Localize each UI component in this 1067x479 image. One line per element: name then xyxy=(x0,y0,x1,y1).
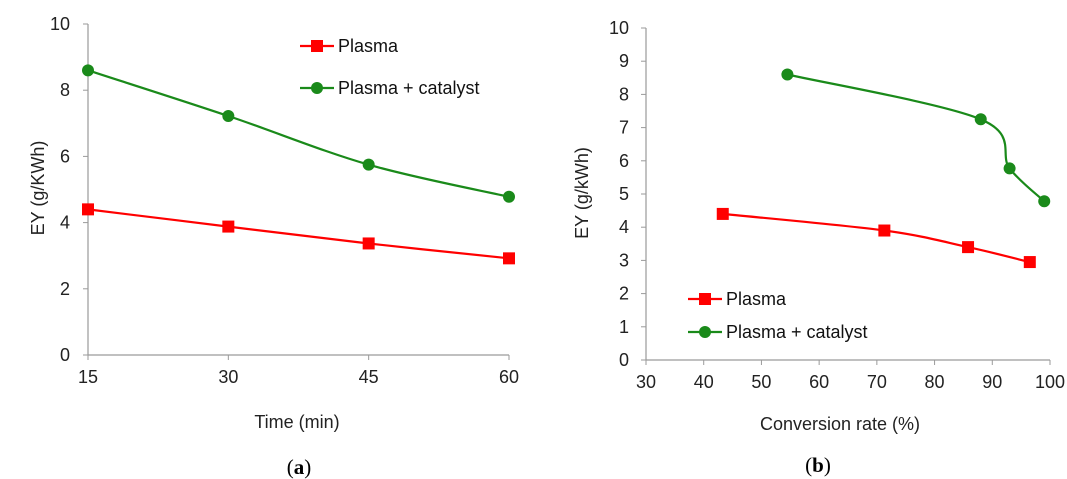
x-tick-label: 45 xyxy=(359,367,379,387)
data-point xyxy=(362,158,375,171)
y-tick-label: 7 xyxy=(619,118,629,138)
y-axis-label: EY (g/kWh) xyxy=(572,147,592,239)
legend: Plasma Plasma + catalyst xyxy=(688,289,868,342)
y-tick-label: 2 xyxy=(60,279,70,299)
y-tick-label: 9 xyxy=(619,51,629,71)
data-point xyxy=(222,220,235,233)
y-tick-label: 10 xyxy=(50,14,70,34)
series-group xyxy=(716,68,1051,269)
y-axis-label: EY (g/KWh) xyxy=(28,141,48,236)
data-point xyxy=(1038,195,1051,208)
series-line xyxy=(87,208,510,260)
x-tick-label: 60 xyxy=(809,372,829,392)
y-tick-label: 5 xyxy=(619,184,629,204)
y-tick-label: 4 xyxy=(60,213,70,233)
legend-item: Plasma xyxy=(300,36,399,56)
panel-caption-a: (a) xyxy=(287,455,312,479)
data-point xyxy=(222,110,235,123)
x-tick-label: 15 xyxy=(78,367,98,387)
legend-label: Plasma xyxy=(726,289,787,309)
legend: Plasma Plasma + catalyst xyxy=(300,36,480,98)
y-tick-labels: 0 2 4 6 8 10 xyxy=(50,14,70,365)
data-point xyxy=(1003,162,1016,175)
series-line xyxy=(87,69,510,198)
x-tick-label: 60 xyxy=(499,367,519,387)
x-tick-labels: 15 30 45 60 xyxy=(78,367,519,387)
caption-open: ( xyxy=(287,455,294,479)
x-tick-labels: 30 40 50 60 70 80 90 100 xyxy=(636,372,1065,392)
series-plasma xyxy=(716,207,1036,269)
legend-item: Plasma + catalyst xyxy=(688,322,868,342)
data-point xyxy=(82,203,94,216)
series-plasma-catalyst xyxy=(82,64,515,203)
y-tick-label: 0 xyxy=(619,350,629,370)
caption-close: ) xyxy=(824,453,831,477)
x-tick-label: 90 xyxy=(982,372,1002,392)
data-point xyxy=(362,237,375,250)
data-point xyxy=(503,190,515,203)
x-axis-label: Time (min) xyxy=(254,412,339,432)
x-tick-label: 40 xyxy=(694,372,714,392)
y-tick-label: 8 xyxy=(60,80,70,100)
y-tick-label: 1 xyxy=(619,317,629,337)
x-tick-label: 100 xyxy=(1035,372,1065,392)
data-point xyxy=(716,207,729,220)
series-group xyxy=(82,64,515,265)
y-tick-label: 10 xyxy=(609,18,629,38)
y-tick-label: 4 xyxy=(619,217,629,237)
x-tick-label: 30 xyxy=(218,367,238,387)
chart-panel-b: 0 1 2 3 4 5 6 7 8 9 10 30 40 50 60 70 80 90 100 Conversio… xyxy=(572,18,1065,477)
panel-caption-b: (b) xyxy=(805,453,831,477)
x-tick-label: 50 xyxy=(751,372,771,392)
data-point xyxy=(878,224,891,237)
x-axis-label: Conversion rate (%) xyxy=(760,414,920,434)
y-tick-label: 0 xyxy=(60,345,70,365)
x-tick-label: 30 xyxy=(636,372,656,392)
series-line xyxy=(722,212,1031,264)
series-line xyxy=(787,73,1045,203)
axes xyxy=(641,27,1051,365)
x-tick-label: 70 xyxy=(867,372,887,392)
legend-item: Plasma xyxy=(688,289,787,309)
legend-label: Plasma xyxy=(338,36,399,56)
legend-item: Plasma + catalyst xyxy=(300,78,480,98)
data-point xyxy=(503,252,515,265)
y-tick-label: 2 xyxy=(619,284,629,304)
data-point xyxy=(974,113,987,126)
caption-open: ( xyxy=(805,453,812,477)
caption-letter: b xyxy=(812,453,824,477)
y-tick-label: 6 xyxy=(619,151,629,171)
y-tick-label: 8 xyxy=(619,84,629,104)
data-point xyxy=(311,82,323,94)
x-tick-label: 80 xyxy=(925,372,945,392)
data-point xyxy=(82,64,94,77)
data-point xyxy=(962,241,975,254)
chart-panel-a: 0 2 4 6 8 10 15 30 45 60 Time (min) EY (g/KWh) P… xyxy=(28,14,519,479)
data-point xyxy=(1023,256,1036,269)
axes xyxy=(83,23,510,360)
y-tick-label: 3 xyxy=(619,250,629,270)
y-tick-labels: 0 1 2 3 4 5 6 7 8 9 10 xyxy=(609,18,629,370)
series-plasma xyxy=(82,203,515,265)
caption-letter: a xyxy=(294,455,305,479)
series-plasma-catalyst xyxy=(781,68,1051,208)
data-point xyxy=(699,293,711,305)
legend-label: Plasma + catalyst xyxy=(338,78,480,98)
y-tick-label: 6 xyxy=(60,146,70,166)
data-point xyxy=(311,40,323,52)
data-point xyxy=(699,326,711,338)
legend-label: Plasma + catalyst xyxy=(726,322,868,342)
caption-close: ) xyxy=(304,455,311,479)
data-point xyxy=(781,68,794,81)
